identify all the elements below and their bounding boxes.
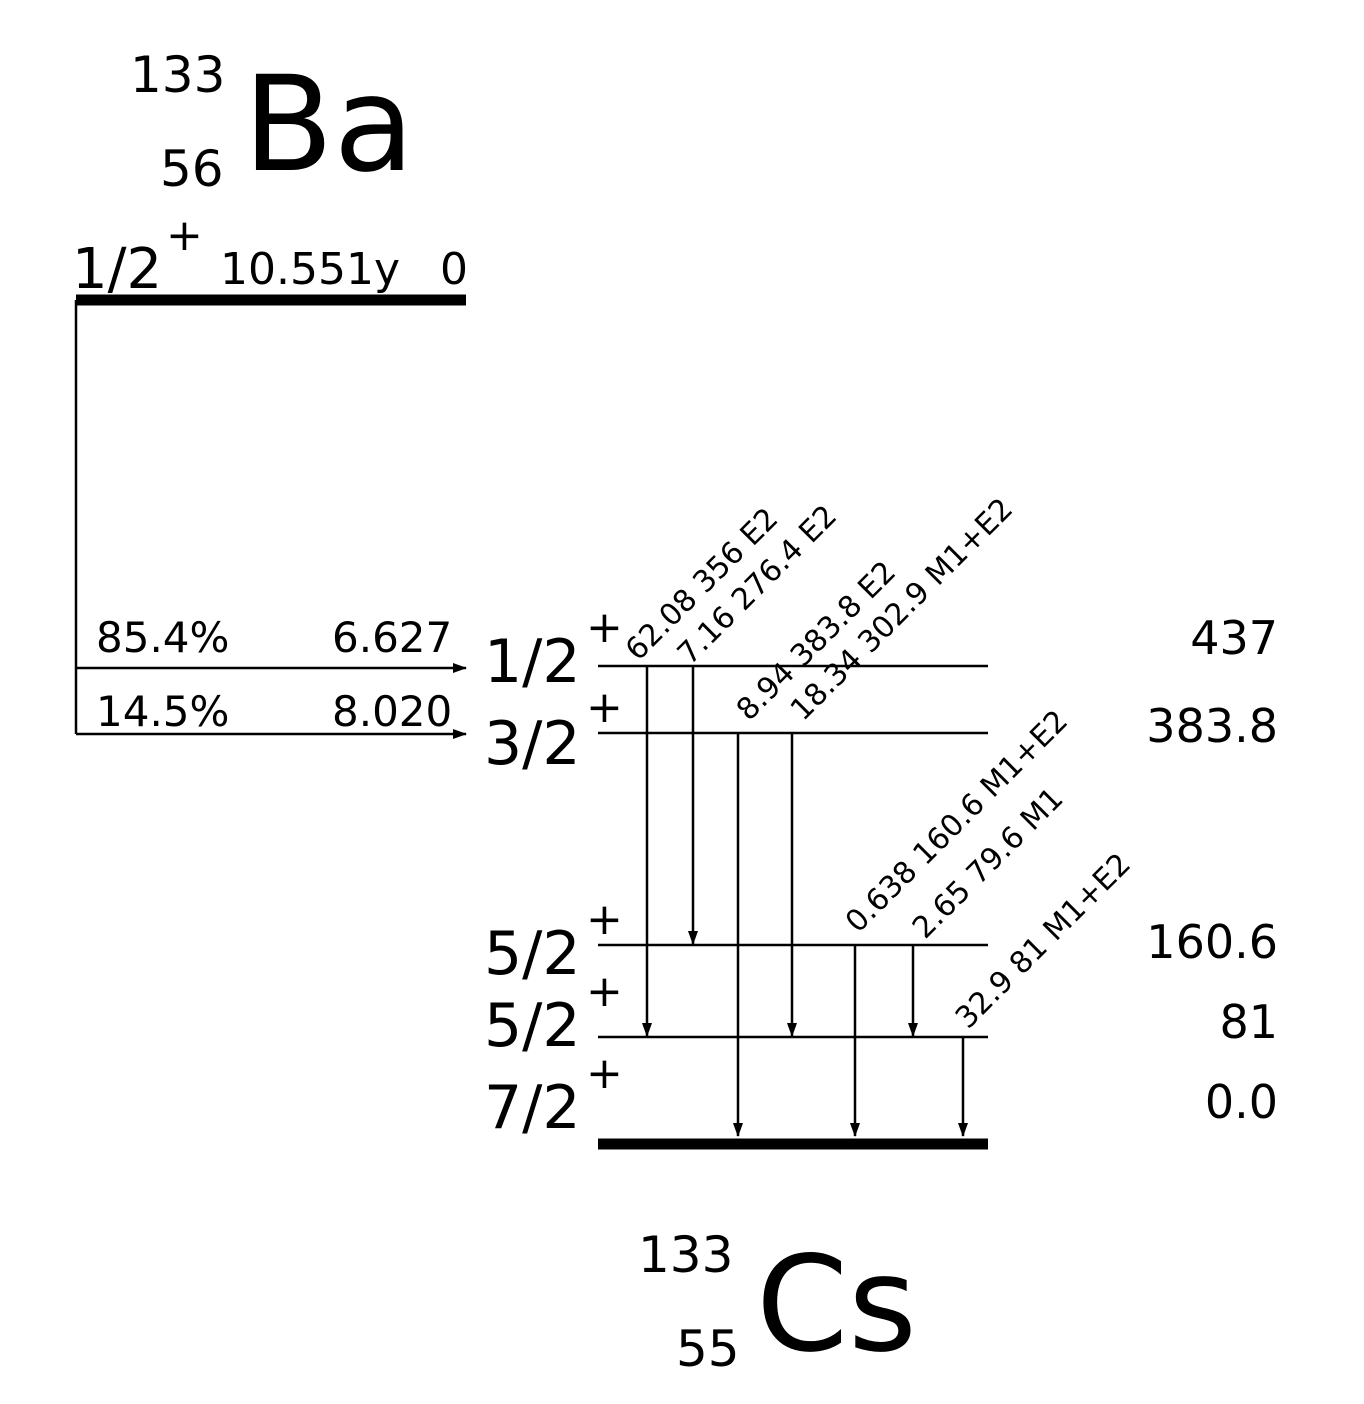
level-spin: 3/2 [484,709,581,779]
daughter-symbol: Cs [756,1228,917,1382]
feed-intensity: 85.4% [96,613,229,662]
parent-symbol: Ba [243,48,414,202]
level-81: 5/2 + 81 [484,966,1278,1061]
level-160-6: 5/2 + 160.6 [484,894,1278,989]
level-energy: 81 [1219,995,1278,1049]
level-parity: + [586,602,623,653]
level-energy: 160.6 [1146,915,1278,969]
daughter-atomic-number: 55 [676,1320,740,1378]
level-parity: + [586,1048,623,1099]
level-spin: 5/2 [484,991,581,1061]
level-437: 1/2 + 437 [484,602,1278,697]
level-spin: 5/2 [484,919,581,989]
feed-2: 14.5% 8.020 [76,687,467,739]
parent-energy: 0 [440,244,468,295]
parent-mass-number: 133 [130,46,225,104]
level-parity: + [586,894,623,945]
parent-atomic-number: 56 [160,140,224,198]
gamma-transition-302-9: 18.34 302.9 M1+E2 [784,491,1020,1037]
level-parity: + [586,682,623,733]
parent-spin: 1/2 [72,237,162,302]
level-parity: + [586,966,623,1017]
level-0-0: 7/2 + 0.0 [484,1048,1278,1150]
level-energy: 0.0 [1205,1075,1278,1129]
level-energy: 437 [1190,611,1278,665]
parent-nuclide-label: 133 56 Ba [130,46,414,202]
feed-logft: 6.627 [332,613,452,662]
level-spin: 1/2 [484,627,581,697]
feed-logft: 8.020 [332,687,452,736]
parent-level-label: 1/2 + 10.551y 0 [72,210,468,302]
daughter-mass-number: 133 [638,1226,733,1284]
parent-half-life: 10.551y [220,244,400,295]
level-383-8: 3/2 + 383.8 [484,682,1278,779]
feed-intensity: 14.5% [96,687,229,736]
daughter-nuclide-label: 133 55 Cs [638,1226,917,1382]
parent-parity: + [166,210,203,261]
level-spin: 7/2 [484,1073,581,1143]
level-energy: 383.8 [1146,699,1278,753]
feed-1: 85.4% 6.627 [76,613,467,673]
